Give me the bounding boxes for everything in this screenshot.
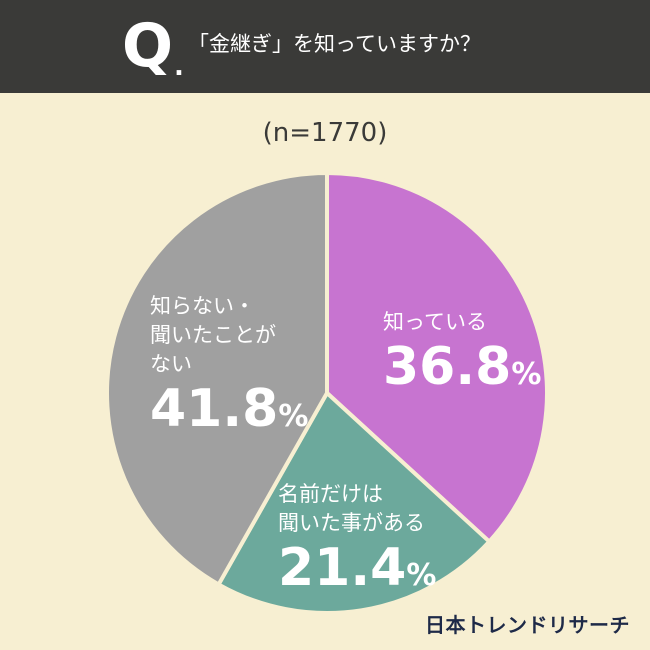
slice-label-dont-know: 知らない・ 聞いたことが ない 41.8% xyxy=(150,292,308,447)
q-dot: . xyxy=(174,52,184,82)
brand-logo: 日本トレンドリサーチ xyxy=(425,613,630,637)
slice-dont-know xyxy=(105,171,329,587)
question-header: Q . 「金継ぎ」を知っていますか？ xyxy=(0,0,650,93)
slice-label-know: 知っている 36.8% xyxy=(383,308,541,405)
slice-name-dont-know: 知らない・ 聞いたことが ない xyxy=(150,294,276,376)
slice-name-know: 知っている xyxy=(383,310,487,334)
q-letter: Q xyxy=(122,11,174,81)
slice-heard-name xyxy=(216,391,492,615)
slice-know xyxy=(325,171,549,544)
slice-percent-heard-name: 21.4% xyxy=(278,538,437,598)
question-text: 「金継ぎ」を知っていますか？ xyxy=(188,32,481,56)
slice-percent-dont-know: 41.8% xyxy=(150,379,309,439)
slice-percent-know: 36.8% xyxy=(383,337,542,397)
slice-name-heard-name: 名前だけは 聞いた事がある xyxy=(278,482,425,535)
sample-size: (n=1770) xyxy=(262,118,388,148)
slice-label-heard-name: 名前だけは 聞いた事がある 21.4% xyxy=(278,480,436,606)
